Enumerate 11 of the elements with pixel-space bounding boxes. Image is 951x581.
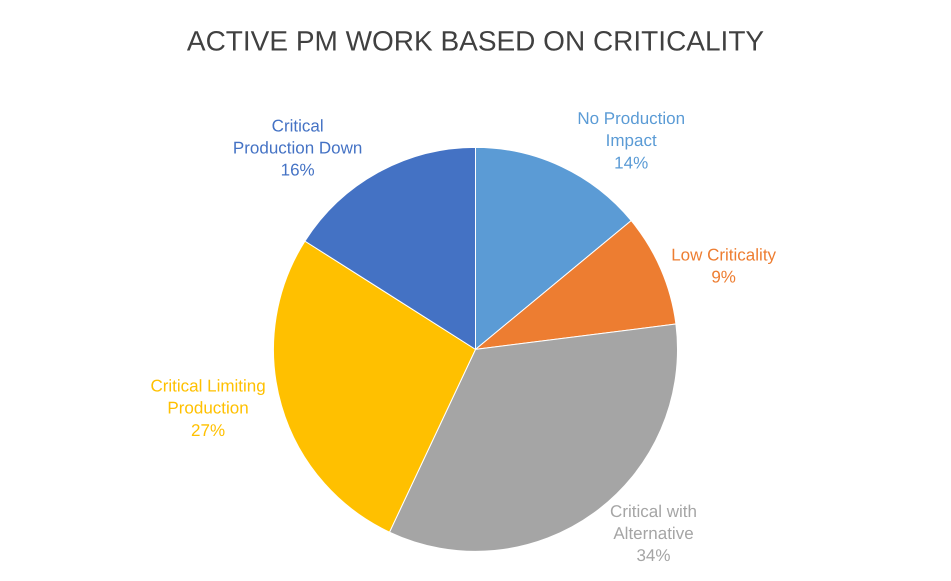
slice-label: No Production Impact — [577, 109, 686, 150]
slice-label: Critical Production Down — [232, 116, 362, 158]
slice-label: Critical Limiting Production — [150, 376, 266, 418]
slice-label: Critical with Alternative — [610, 502, 697, 543]
data-label: 34% — [636, 546, 671, 566]
data-label: 27% — [191, 420, 226, 440]
slice-label: Low Criticality — [671, 245, 777, 264]
data-label: 9% — [711, 267, 736, 286]
data-label: 14% — [614, 153, 648, 172]
data-label: 16% — [280, 160, 315, 180]
chart-title: ACTIVE PM WORK BASED ON CRITICALITY — [186, 25, 764, 56]
